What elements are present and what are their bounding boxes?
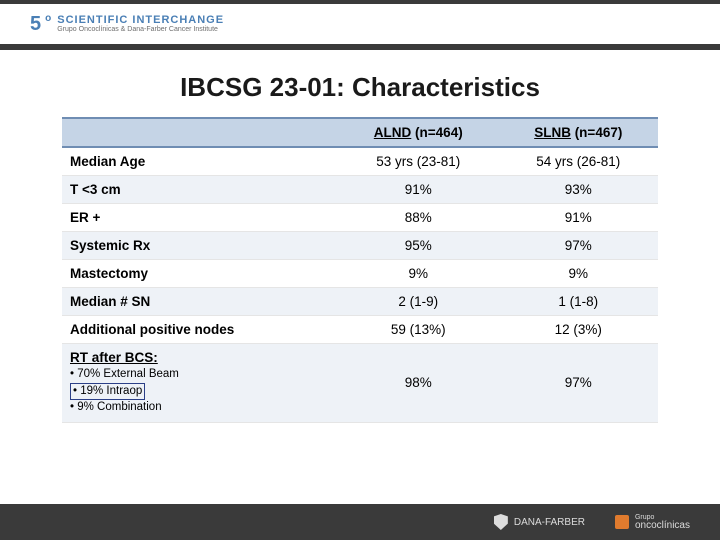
cell: 97% bbox=[499, 232, 658, 260]
cell: 9% bbox=[338, 260, 499, 288]
cell: 2 (1-9) bbox=[338, 288, 499, 316]
cell: 54 yrs (26-81) bbox=[499, 147, 658, 176]
cell: 93% bbox=[499, 176, 658, 204]
header-slnb: SLNB (n=467) bbox=[499, 118, 658, 147]
row-label: T <3 cm bbox=[62, 176, 338, 204]
slide-title: IBCSG 23-01: Characteristics bbox=[62, 72, 658, 103]
cell: 95% bbox=[338, 232, 499, 260]
table-row: Mastectomy 9% 9% bbox=[62, 260, 658, 288]
rt-line-1: • 70% External Beam bbox=[70, 367, 330, 383]
row-label: Median Age bbox=[62, 147, 338, 176]
characteristics-table: ALND (n=464) SLNB (n=467) Median Age 53 … bbox=[62, 117, 658, 423]
header-alnd: ALND (n=464) bbox=[338, 118, 499, 147]
footer-logo-oncoclinicas: Grupo oncoclínicas bbox=[615, 514, 690, 531]
cell: 9% bbox=[499, 260, 658, 288]
brand-sub: Grupo Oncoclínicas & Dana-Farber Cancer … bbox=[57, 26, 224, 33]
brand-logo: 5 o SCIENTIFIC INTERCHANGE Grupo Oncoclí… bbox=[30, 13, 224, 36]
cell: 88% bbox=[338, 204, 499, 232]
rt-label-cell: RT after BCS: • 70% External Beam • 19% … bbox=[62, 344, 338, 423]
brand-ord: o bbox=[45, 13, 51, 24]
shield-icon bbox=[494, 514, 508, 530]
rt-title: RT after BCS: bbox=[70, 350, 330, 365]
rt-lines: • 70% External Beam • 19% Intraop • 9% C… bbox=[70, 367, 330, 416]
cell: 91% bbox=[499, 204, 658, 232]
rt-line-2-boxed: • 19% Intraop bbox=[70, 383, 145, 401]
cell: 1 (1-8) bbox=[499, 288, 658, 316]
table-header-row: ALND (n=464) SLNB (n=467) bbox=[62, 118, 658, 147]
square-icon bbox=[615, 515, 629, 529]
row-label: Median # SN bbox=[62, 288, 338, 316]
slide-content: IBCSG 23-01: Characteristics ALND (n=464… bbox=[0, 50, 720, 423]
brand-main: SCIENTIFIC INTERCHANGE bbox=[57, 15, 224, 26]
cell: 91% bbox=[338, 176, 499, 204]
row-label: ER + bbox=[62, 204, 338, 232]
table-row: ER + 88% 91% bbox=[62, 204, 658, 232]
footer-text-1: DANA-FARBER bbox=[514, 517, 585, 528]
table-row-rt: RT after BCS: • 70% External Beam • 19% … bbox=[62, 344, 658, 423]
row-label: Additional positive nodes bbox=[62, 316, 338, 344]
cell: 12 (3%) bbox=[499, 316, 658, 344]
cell: 97% bbox=[499, 344, 658, 423]
cell: 59 (13%) bbox=[338, 316, 499, 344]
footer-bar: DANA-FARBER Grupo oncoclínicas bbox=[0, 504, 720, 540]
brand-five: 5 bbox=[30, 13, 41, 36]
header-blank bbox=[62, 118, 338, 147]
table-row: T <3 cm 91% 93% bbox=[62, 176, 658, 204]
cell: 98% bbox=[338, 344, 499, 423]
row-label: Systemic Rx bbox=[62, 232, 338, 260]
rt-line-3: • 9% Combination bbox=[70, 400, 330, 416]
footer-text-2: oncoclínicas bbox=[635, 521, 690, 531]
row-label: Mastectomy bbox=[62, 260, 338, 288]
table-row: Systemic Rx 95% 97% bbox=[62, 232, 658, 260]
table-row: Median Age 53 yrs (23-81) 54 yrs (26-81) bbox=[62, 147, 658, 176]
cell: 53 yrs (23-81) bbox=[338, 147, 499, 176]
table-row: Additional positive nodes 59 (13%) 12 (3… bbox=[62, 316, 658, 344]
header-bar: 5 o SCIENTIFIC INTERCHANGE Grupo Oncoclí… bbox=[0, 0, 720, 44]
footer-logo-dana-farber: DANA-FARBER bbox=[494, 514, 585, 530]
table-row: Median # SN 2 (1-9) 1 (1-8) bbox=[62, 288, 658, 316]
